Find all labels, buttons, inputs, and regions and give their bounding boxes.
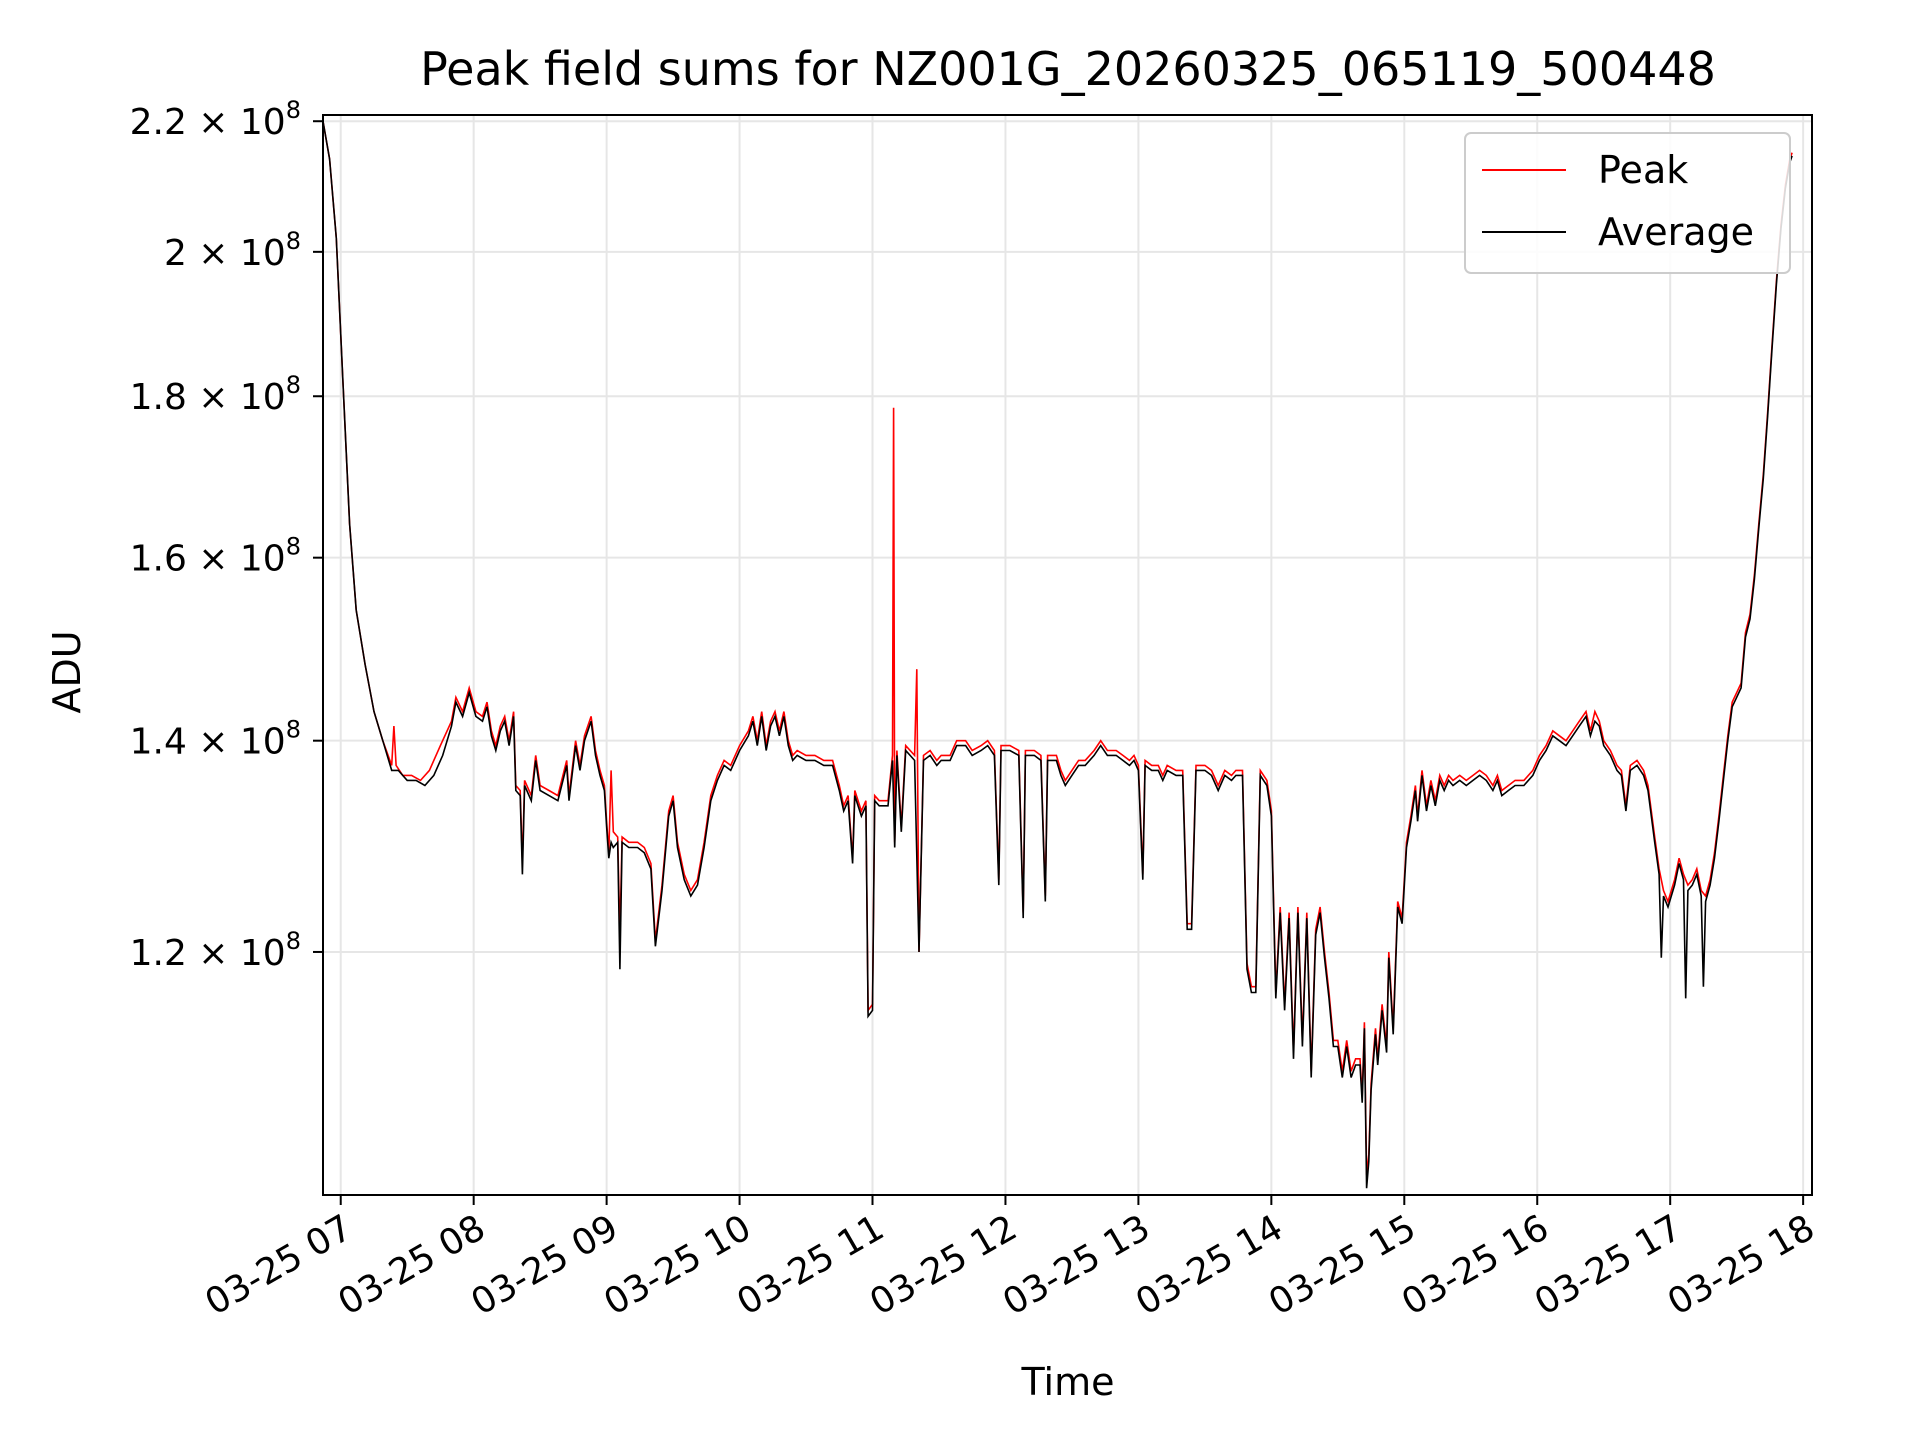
y-tick-label: 2 × 108 [164, 227, 301, 274]
series-line-peak [323, 121, 1793, 1175]
y-tick-label: 1.6 × 108 [130, 533, 301, 580]
y-axis-label: ADU [45, 630, 89, 713]
legend-label-peak: Peak [1598, 148, 1688, 192]
legend-label-average: Average [1598, 210, 1754, 254]
grid [323, 115, 1812, 1195]
y-tick-label: 1.8 × 108 [130, 371, 301, 418]
legend-box [1464, 132, 1791, 274]
x-axis-label: Time [1021, 1360, 1115, 1404]
plot-frame [322, 114, 1813, 1196]
legend: Peak Average [1464, 132, 1791, 274]
series-line-average [323, 121, 1793, 1189]
plot-area [322, 114, 1813, 1196]
plot-background [323, 115, 1812, 1195]
chart-title: Peak field sums for NZ001G_20260325_0651… [420, 42, 1716, 96]
y-tick-label: 1.2 × 108 [130, 927, 301, 974]
y-axis: 1.2 × 108 1.4 × 108 1.6 × 108 1.8 × 108 2 × … [130, 96, 323, 974]
series-layer [323, 121, 1793, 1189]
y-tick-label: 1.4 × 108 [130, 716, 301, 763]
y-tick-label: 2.2 × 108 [130, 96, 301, 143]
